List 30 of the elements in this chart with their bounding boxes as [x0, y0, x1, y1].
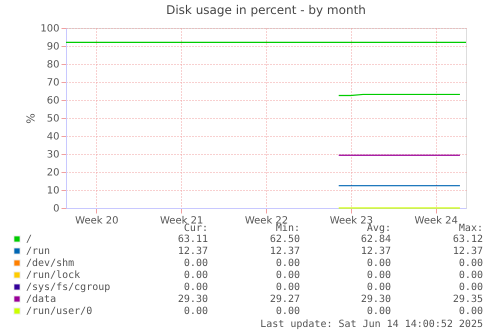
text: 0.00 0.00 0.00 0.00 — [184, 270, 483, 281]
y-tick-label: 10 — [46, 186, 60, 196]
legend-label: /run/lock — [26, 270, 80, 281]
text: Last update: Sat Jun 14 14:00:52 2025 — [260, 319, 483, 330]
text: 0.00 0.00 0.00 0.00 — [184, 306, 483, 317]
legend-label: /run/user/0 — [26, 306, 92, 317]
legend-label: / — [26, 234, 32, 245]
legend-label: /sys/fs/cgroup — [26, 282, 110, 293]
y-tick-label: 0 — [53, 204, 60, 214]
y-tick-label: 60 — [46, 96, 60, 106]
y-tick-label: 30 — [46, 150, 60, 160]
y-tick-label: 40 — [46, 132, 60, 142]
legend-label: /dev/shm — [26, 258, 74, 269]
y-axis-title: % — [24, 113, 38, 124]
text: 29.30 29.27 29.30 29.35 — [178, 294, 483, 305]
text: 0.00 0.00 0.00 0.00 — [184, 258, 483, 269]
legend-label: /data — [26, 294, 56, 305]
x-tick-label: Week 24 — [414, 216, 458, 226]
y-tick-label: 70 — [46, 78, 60, 88]
chart-title: Disk usage in percent - by month — [166, 3, 366, 17]
x-tick-label: Week 20 — [75, 216, 118, 226]
text: 12.37 12.37 12.37 12.37 — [178, 246, 483, 257]
text: 63.11 62.50 62.84 63.12 — [178, 234, 483, 245]
y-tick-label: 50 — [46, 114, 60, 124]
y-tick-label: 90 — [46, 42, 60, 52]
y-tick-label: 20 — [46, 168, 60, 178]
y-tick-label: 100 — [40, 24, 60, 34]
text: 0.00 0.00 0.00 0.00 — [184, 282, 483, 293]
y-tick-label: 80 — [46, 60, 60, 70]
legend-label: /run — [26, 246, 50, 257]
